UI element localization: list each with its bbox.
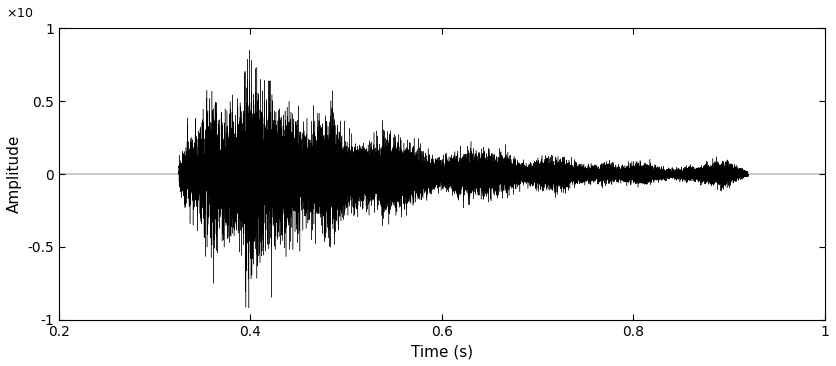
Y-axis label: Amplitude: Amplitude	[7, 135, 22, 213]
Text: $\times$10: $\times$10	[6, 7, 33, 20]
X-axis label: Time (s): Time (s)	[410, 344, 473, 359]
